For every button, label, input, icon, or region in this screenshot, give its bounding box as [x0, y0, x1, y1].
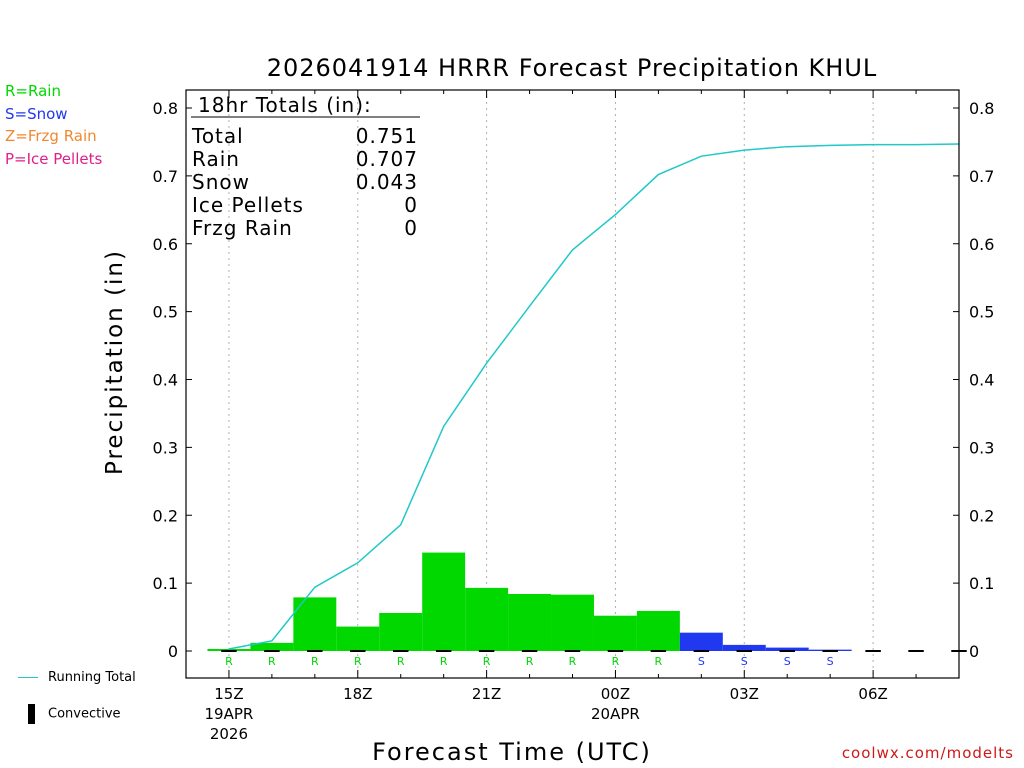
precip-type-label: R	[526, 655, 534, 668]
totals-label: Rain	[192, 147, 240, 171]
credit-link[interactable]: coolwx.com/modelts	[841, 744, 1014, 762]
bar-rain	[250, 642, 294, 651]
legend-ice-pellets: P=Ice Pellets	[5, 150, 103, 168]
x-tick-label: 18Z	[343, 685, 372, 703]
running-total-swatch-icon	[18, 677, 38, 678]
precip-type-label: R	[569, 655, 577, 668]
totals-label: Total	[191, 124, 244, 148]
bar-rain	[207, 648, 251, 651]
legend-frzg-rain: Z=Frzg Rain	[5, 127, 97, 145]
precip-type-label: R	[440, 655, 448, 668]
y-tick-label-right: 0.3	[969, 438, 994, 457]
y-axis-title: Precipitation (in)	[102, 249, 128, 475]
precip-type-label: R	[268, 655, 276, 668]
totals-header: 18hr Totals (in):	[198, 93, 372, 117]
precip-type-label: S	[698, 655, 705, 668]
y-tick-label-right: 0.8	[969, 99, 994, 118]
bar-rain	[379, 612, 423, 651]
totals-value: 0.707	[356, 147, 418, 171]
y-tick-label-left: 0.6	[153, 235, 178, 254]
y-tick-label-left: 0.5	[153, 303, 178, 322]
bar-rain	[422, 552, 466, 651]
totals-label: Ice Pellets	[192, 193, 304, 217]
legend-snow: S=Snow	[5, 105, 68, 123]
y-tick-label-right: 0.1	[969, 574, 994, 593]
totals-value: 0.751	[356, 124, 418, 148]
legend-running-total: Running Total	[18, 670, 136, 685]
bar-snow	[679, 632, 723, 651]
y-tick-label-right: 0.4	[969, 371, 994, 390]
y-tick-label-left: 0.2	[153, 506, 178, 525]
x-tick-label: 06Z	[858, 685, 887, 703]
x-tick-label: 00Z	[601, 685, 630, 703]
legend-rain: R=Rain	[5, 82, 61, 100]
x-tick-label: 15Z	[214, 685, 243, 703]
precip-type-label: S	[741, 655, 748, 668]
x-tick-year-label: 2026	[210, 725, 248, 743]
legend-convective-label: Convective	[48, 706, 121, 722]
plot-frame	[185, 89, 960, 679]
y-tick-label-right: 0.2	[969, 506, 994, 525]
y-tick-label-left: 0.4	[153, 371, 178, 390]
convective-swatch-icon	[28, 704, 35, 724]
bar-rain	[636, 610, 680, 651]
bar-rain	[551, 594, 594, 651]
y-tick-label-right: 0.6	[969, 235, 994, 254]
legend-convective: Convective	[18, 704, 121, 724]
precip-type-label: S	[827, 655, 834, 668]
precip-type-label: R	[655, 655, 663, 668]
x-tick-label: 03Z	[730, 685, 759, 703]
y-tick-label-right: 0.5	[969, 303, 994, 322]
totals-value: 0.043	[356, 170, 418, 194]
y-tick-label-left: 0.8	[153, 99, 178, 118]
totals-label: Snow	[192, 170, 250, 194]
y-tick-label-left: 0.7	[153, 167, 178, 186]
x-axis-title: Forecast Time (UTC)	[372, 738, 652, 766]
legend-running-total-label: Running Total	[48, 670, 136, 685]
bar-rain	[508, 593, 552, 651]
precip-type-label: R	[612, 655, 620, 668]
y-tick-label-left: 0	[168, 642, 178, 661]
precip-type-label: R	[397, 655, 405, 668]
x-tick-date-label: 19APR	[205, 705, 254, 723]
x-tick-label: 21Z	[472, 685, 501, 703]
totals-label: Frzg Rain	[192, 216, 293, 240]
precip-type-label: R	[483, 655, 491, 668]
x-tick-date-label: 20APR	[591, 705, 640, 723]
running-total-line	[228, 143, 960, 650]
y-tick-label-left: 0.3	[153, 438, 178, 457]
bar-snow	[765, 647, 809, 651]
bar-rain	[293, 597, 337, 651]
bar-snow	[722, 644, 766, 651]
totals-value: 0	[404, 216, 418, 240]
precip-type-label: R	[354, 655, 362, 668]
bar-rain	[593, 615, 637, 651]
precip-type-label: R	[311, 655, 319, 668]
bar-rain	[336, 626, 380, 651]
y-tick-label-right: 0.7	[969, 167, 994, 186]
chart-title: 2026041914 HRRR Forecast Precipitation K…	[267, 54, 878, 82]
y-tick-label-left: 0.1	[153, 574, 178, 593]
bar-rain	[465, 587, 509, 651]
y-tick-label-right: 0	[969, 642, 979, 661]
totals-value: 0	[404, 193, 418, 217]
precip-type-label: R	[225, 655, 233, 668]
precip-type-label: S	[784, 655, 791, 668]
